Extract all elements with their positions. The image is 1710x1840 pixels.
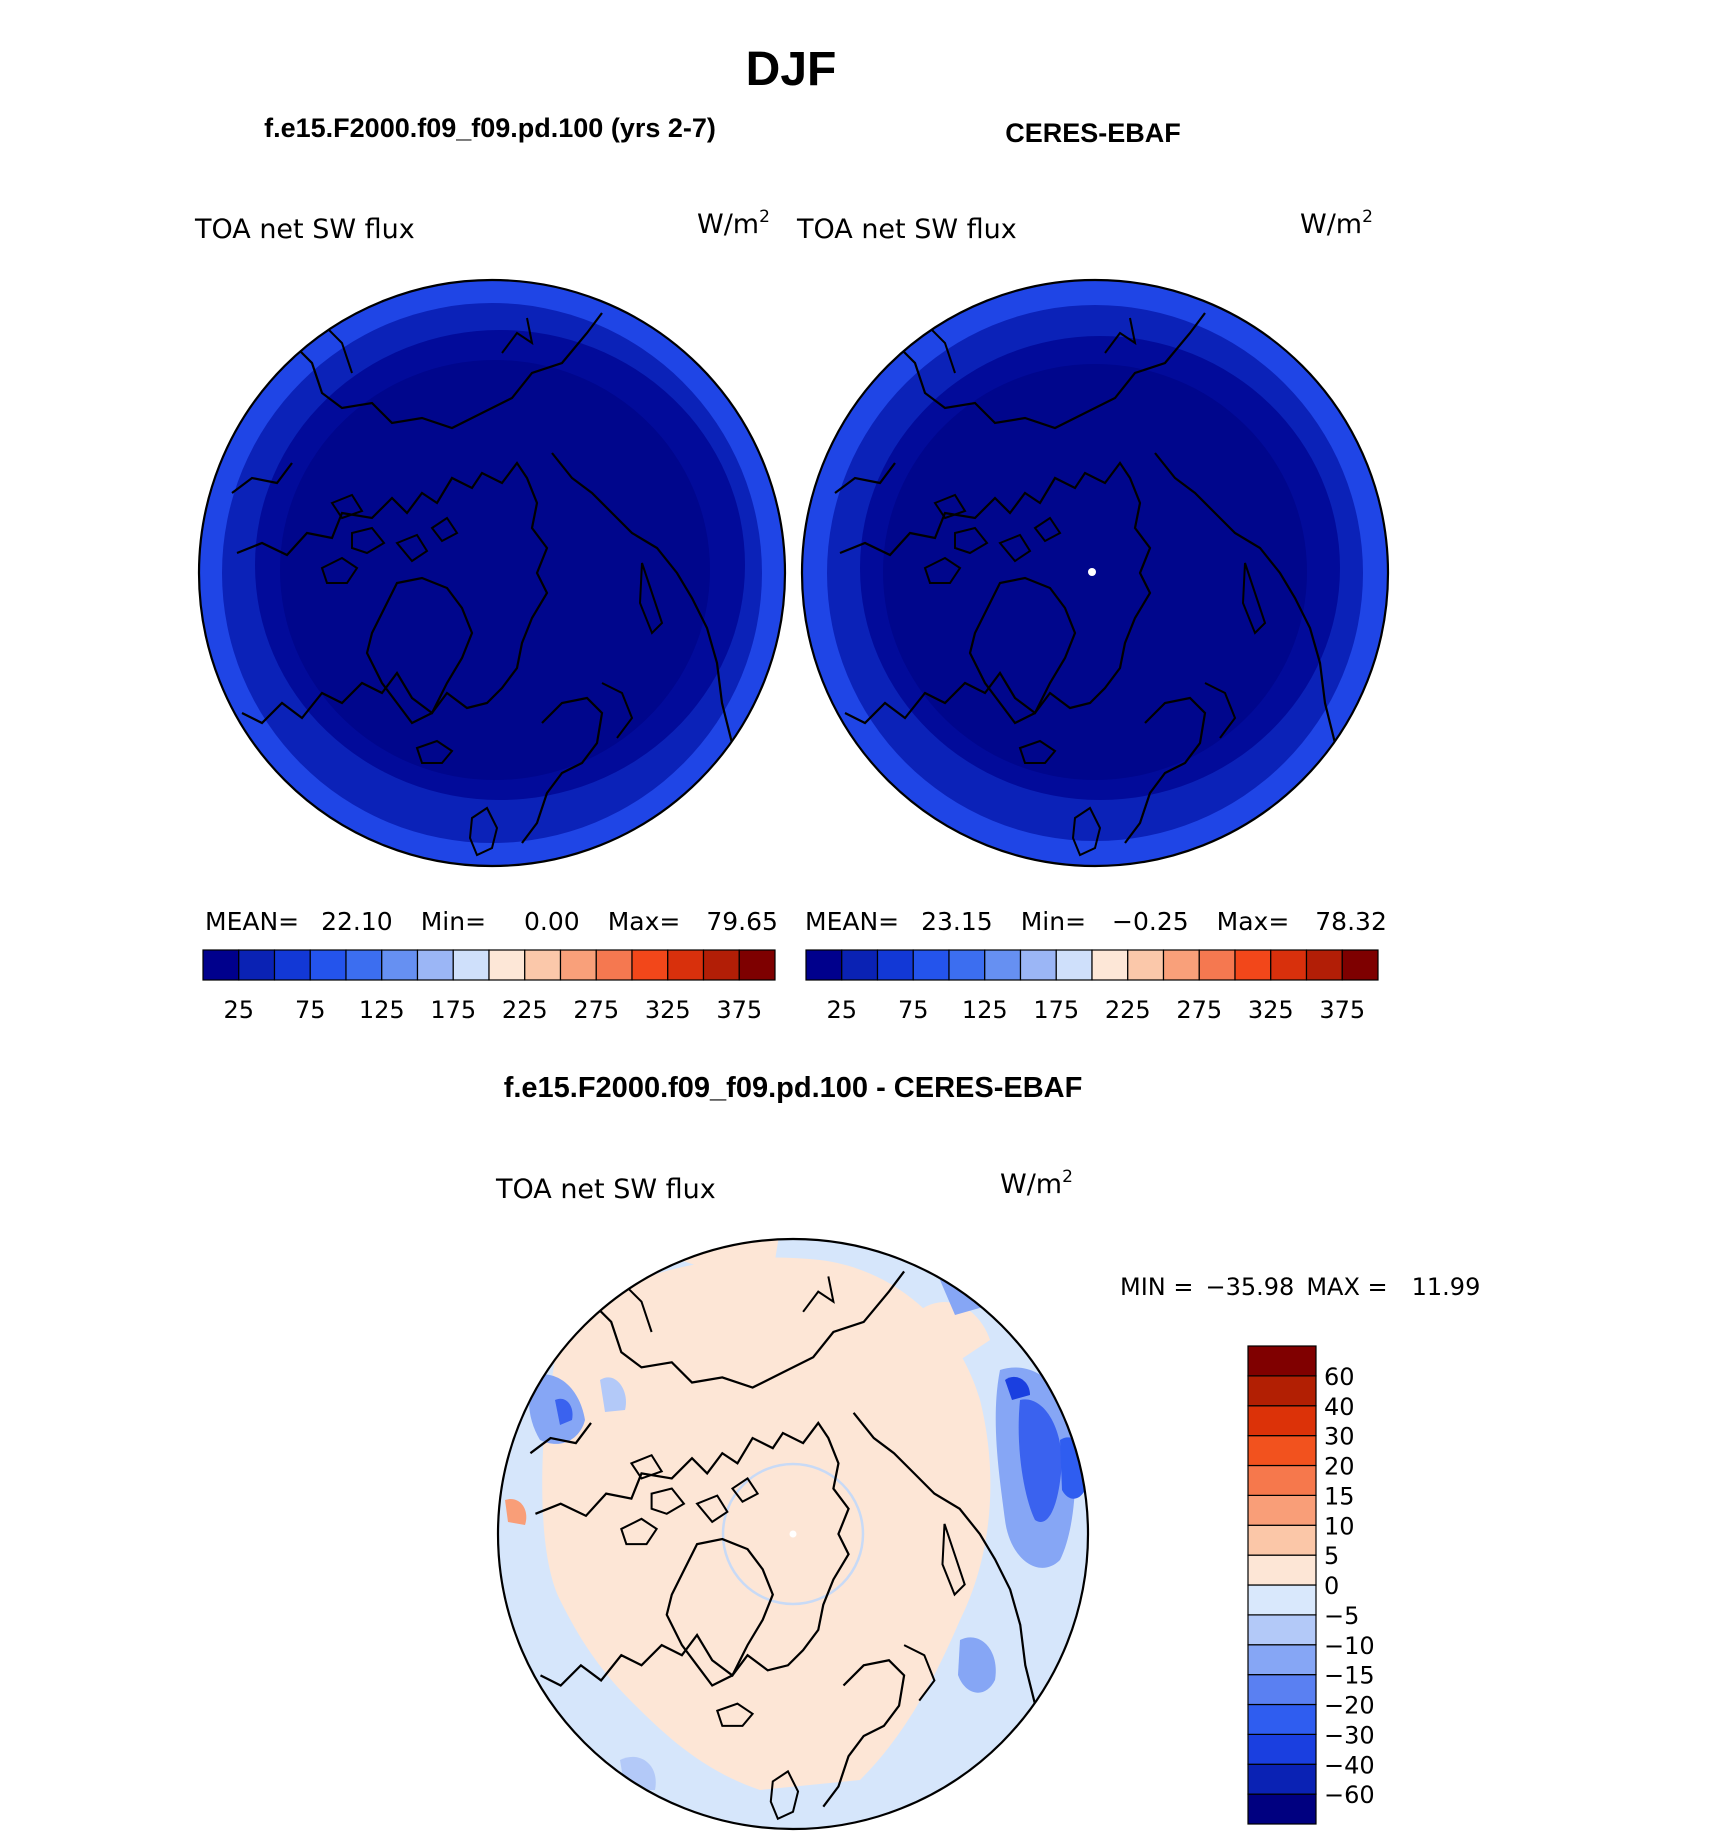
diff-colorbar-swatch (1247, 1733, 1317, 1765)
obs-colorbar-swatch (1234, 949, 1272, 981)
diff-colorbar-tick-label: 15 (1324, 1482, 1355, 1510)
obs-colorbar-tick-label: 275 (1176, 996, 1222, 1024)
obs-colorbar-swatch (841, 949, 879, 981)
obs-colorbar-swatch (1127, 949, 1165, 981)
diff-colorbar-tick-label: −60 (1324, 1781, 1375, 1809)
obs-colorbar-tick-label: 375 (1319, 996, 1365, 1024)
model-colorbar-swatch (416, 949, 454, 981)
model-colorbar-swatch (524, 949, 562, 981)
model-colorbar-tick-label: 175 (430, 996, 476, 1024)
diff-colorbar-tick-label: 30 (1324, 1423, 1355, 1451)
diff-colorbar-tick-label: −10 (1324, 1632, 1375, 1660)
obs-colorbar: 25 75 125 175 225 275 325 375 (805, 949, 1379, 1024)
obs-colorbar-swatch (1055, 949, 1093, 981)
model-colorbar-swatch (452, 949, 490, 981)
diff-colorbar-swatch (1247, 1793, 1317, 1825)
obs-colorbar-swatch (1341, 949, 1379, 981)
obs-colorbar-swatch (1091, 949, 1129, 981)
model-colorbar-tick-label: 325 (645, 996, 691, 1024)
diff-variable-label: TOA net SW flux (495, 1174, 716, 1205)
obs-colorbar-swatch (948, 949, 986, 981)
diff-colorbar-swatch (1247, 1703, 1317, 1735)
model-colorbar-swatch (238, 949, 276, 981)
model-colorbar-swatch (631, 949, 669, 981)
main-title: DJF (746, 43, 837, 96)
obs-case-title: CERES-EBAF (1005, 118, 1181, 148)
obs-polar-map (800, 278, 1390, 868)
diff-colorbar-tick-label: 10 (1324, 1512, 1355, 1540)
diff-stats: MIN = −35.98 MAX = 11.99 (1120, 1273, 1480, 1301)
model-colorbar-tick-label: 225 (502, 996, 548, 1024)
model-colorbar-swatch (488, 949, 526, 981)
model-units-label: W/m2 (697, 207, 770, 240)
diff-colorbar-swatch (1247, 1644, 1317, 1676)
model-colorbar-swatch (345, 949, 383, 981)
model-colorbar-swatch (273, 949, 311, 981)
model-colorbar-swatch (309, 949, 347, 981)
obs-colorbar-swatch (876, 949, 914, 981)
obs-colorbar-tick-label: 75 (898, 996, 929, 1024)
diff-colorbar-swatch (1247, 1494, 1317, 1526)
diff-colorbar-swatch (1247, 1524, 1317, 1556)
model-polar-map (197, 278, 787, 868)
diff-colorbar-swatch (1247, 1375, 1317, 1407)
diff-colorbar-tick-label: −30 (1324, 1721, 1375, 1749)
model-case-title: f.e15.F2000.f09_f09.pd.100 (yrs 2-7) (264, 113, 716, 143)
model-variable-label: TOA net SW flux (194, 214, 415, 245)
model-colorbar-tick-label: 75 (295, 996, 326, 1024)
obs-colorbar-swatch (805, 949, 843, 981)
diff-colorbar-tick-label: 0 (1324, 1572, 1339, 1600)
obs-colorbar-swatch (1162, 949, 1200, 981)
obs-units-label: W/m2 (1300, 207, 1373, 240)
diff-colorbar-tick-label: −5 (1324, 1602, 1359, 1630)
model-colorbar-swatch (595, 949, 633, 981)
diff-colorbar-tick-label: −15 (1324, 1662, 1375, 1690)
model-colorbar-tick-label: 125 (359, 996, 405, 1024)
diff-units-label: W/m2 (1000, 1167, 1073, 1200)
model-colorbar-swatch (559, 949, 597, 981)
model-colorbar: 25 75 125 175 225 275 325 375 (202, 949, 776, 1024)
diff-colorbar-swatch (1247, 1464, 1317, 1496)
model-colorbar-tick-label: 275 (573, 996, 619, 1024)
model-stats: MEAN= 22.10 Min= 0.00 Max= 79.65 (205, 907, 778, 936)
model-colorbar-tick-label: 375 (716, 996, 762, 1024)
diff-colorbar-swatch (1247, 1674, 1317, 1706)
model-colorbar-tick-label: 25 (223, 996, 254, 1024)
diff-colorbar-tick-label: 40 (1324, 1393, 1355, 1421)
model-colorbar-swatch (738, 949, 776, 981)
model-colorbar-swatch (702, 949, 740, 981)
obs-colorbar-swatch (912, 949, 950, 981)
obs-variable-label: TOA net SW flux (796, 214, 1017, 245)
diff-case-title: f.e15.F2000.f09_f09.pd.100 - CERES-EBAF (504, 1072, 1083, 1104)
diff-colorbar-tick-label: −20 (1324, 1692, 1375, 1720)
obs-colorbar-tick-label: 225 (1105, 996, 1151, 1024)
diff-colorbar-swatch (1247, 1345, 1317, 1377)
obs-colorbar-swatch (1305, 949, 1343, 981)
diff-colorbar-swatch (1247, 1584, 1317, 1616)
model-colorbar-swatch (381, 949, 419, 981)
diff-colorbar-swatch (1247, 1554, 1317, 1586)
obs-colorbar-swatch (1270, 949, 1308, 981)
diff-colorbar-swatch (1247, 1435, 1317, 1467)
obs-stats: MEAN= 23.15 Min= −0.25 Max= 78.32 (805, 907, 1387, 936)
obs-colorbar-tick-label: 125 (962, 996, 1008, 1024)
diff-colorbar-tick-label: 20 (1324, 1453, 1355, 1481)
model-colorbar-swatch (667, 949, 705, 981)
obs-colorbar-swatch (984, 949, 1022, 981)
obs-colorbar-tick-label: 175 (1033, 996, 1079, 1024)
obs-colorbar-tick-label: 325 (1248, 996, 1294, 1024)
diff-colorbar-swatch (1247, 1614, 1317, 1646)
obs-colorbar-swatch (1198, 949, 1236, 981)
obs-colorbar-swatch (1019, 949, 1057, 981)
diff-colorbar-tick-label: 60 (1324, 1363, 1355, 1391)
diff-colorbar-tick-label: 5 (1324, 1542, 1339, 1570)
model-colorbar-swatch (202, 949, 240, 981)
diff-colorbar-swatch (1247, 1763, 1317, 1795)
diff-colorbar-swatch (1247, 1405, 1317, 1437)
diff-polar-map (496, 1237, 1090, 1831)
obs-colorbar-tick-label: 25 (826, 996, 857, 1024)
diff-colorbar-tick-label: −40 (1324, 1751, 1375, 1779)
